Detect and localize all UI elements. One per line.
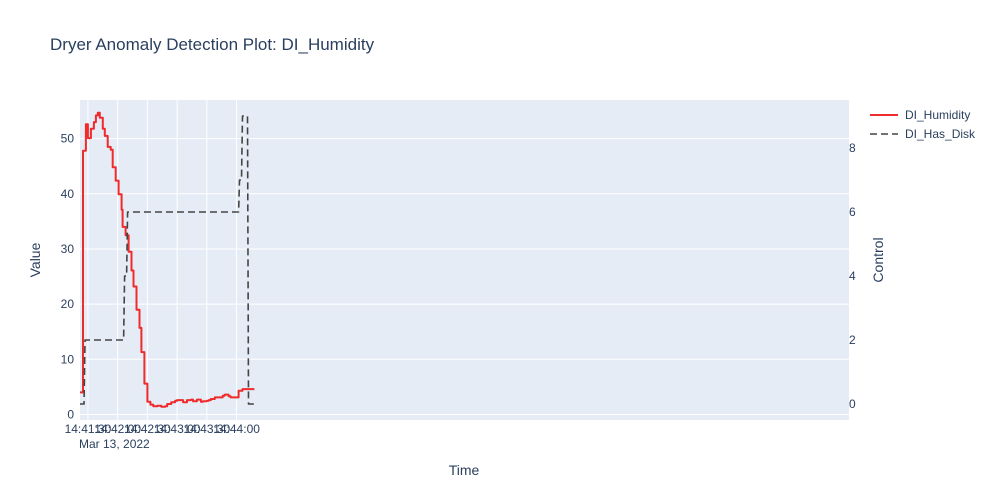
x-tick-label: 14:43:30 (183, 422, 230, 436)
y2-tick-label: 4 (849, 269, 856, 283)
y2-axis-title: Control (870, 237, 886, 282)
x-axis-title: Time (449, 462, 480, 478)
x-tick-label: 14:42:00 (94, 422, 141, 436)
x-tick-label: 14:43:00 (154, 422, 201, 436)
chart-title: Dryer Anomaly Detection Plot: DI_Humidit… (50, 35, 375, 54)
y-tick-label: 20 (61, 297, 75, 311)
y-tick-labels: 0 10 20 30 40 50 (61, 132, 75, 422)
y-tick-label: 40 (61, 187, 75, 201)
series-layer (80, 111, 255, 408)
y-gridlines (80, 138, 849, 415)
x-date-label: Mar 13, 2022 (79, 437, 150, 451)
x-tick-label: 14:42:30 (124, 422, 171, 436)
legend-label-has-disk[interactable]: DI_Has_Disk (905, 127, 976, 141)
y-tick-label: 10 (61, 352, 75, 366)
legend-label-humidity[interactable]: DI_Humidity (905, 108, 970, 122)
y-axis-title: Value (27, 242, 43, 277)
x-tick-label: 14:41:30 (65, 422, 112, 436)
y2-tick-labels: 0 2 4 6 8 (849, 141, 856, 411)
y2-tick-label: 8 (849, 141, 856, 155)
y2-tick-label: 0 (849, 397, 856, 411)
plot-background (80, 100, 849, 420)
y-tick-label: 50 (61, 132, 75, 146)
y2-tick-label: 2 (849, 333, 856, 347)
y-tick-label: 30 (61, 242, 75, 256)
x-tick-labels: 14:41:3014:42:0014:42:3014:43:0014:43:30… (65, 422, 261, 436)
series-line-di-has-disk[interactable] (80, 115, 255, 405)
y-tick-label: 0 (67, 407, 74, 421)
legend[interactable]: DI_Humidity DI_Has_Disk (870, 108, 976, 141)
x-gridlines (87, 100, 238, 420)
series-line-di-humidity[interactable] (80, 111, 255, 408)
x-tick-label: 14:44:00 (213, 422, 260, 436)
y2-tick-label: 6 (849, 205, 856, 219)
